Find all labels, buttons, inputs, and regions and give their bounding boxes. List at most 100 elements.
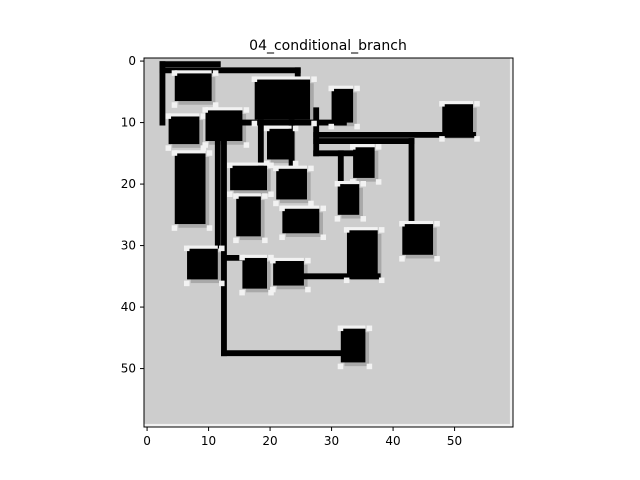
block-cell [442,104,474,135]
block-pin [434,220,440,227]
block-pin [320,205,327,212]
block-edge-highlight [442,101,474,105]
block-edge-highlight [276,165,307,169]
y-tick-label: 10 [121,116,136,130]
block-pin [227,191,233,197]
block-pin [439,101,445,107]
block-cell [273,260,304,286]
block-pin [279,205,285,212]
block-edge-highlight [174,70,212,74]
block-edge-highlight [236,193,261,197]
block-pin [270,286,276,293]
block-pin [354,85,360,92]
block-pin [375,144,382,150]
block-pin [399,220,405,227]
block-pin [308,200,314,207]
block-pin [360,181,367,187]
block-pin [279,234,285,241]
block-edge-highlight [205,107,243,111]
block-pin [200,113,207,119]
block-pin [268,191,274,197]
block-edge-highlight [187,245,218,249]
block-pin [366,363,373,370]
block-pin [334,216,341,222]
block-pin [165,113,172,119]
block-pin [375,179,382,185]
block-pin [434,256,440,262]
block-cell [353,147,375,178]
block-cell [236,196,261,237]
block-edge-highlight [282,205,320,209]
plot-frame [143,57,514,428]
block-edge-highlight [353,144,375,148]
block-cell [187,248,218,280]
block-pin [439,136,445,142]
heatmap-image [144,58,513,427]
block-pin [243,107,250,113]
block-pin [165,145,172,151]
x-tick-label: 50 [447,434,462,448]
block-pin [268,289,274,296]
block-pin [268,162,274,169]
block-pin [251,120,258,127]
block-pin [239,254,245,261]
block-pin [171,70,178,76]
block-pin [200,145,207,151]
block-pin [206,225,213,231]
block-cell [205,110,243,142]
block-pin [328,85,335,92]
block-cell [174,153,206,225]
block-cell [402,224,434,255]
x-tick-label: 0 [143,434,151,448]
block-pin [360,216,367,222]
block-pin [239,289,245,296]
block-pin [305,286,311,293]
block-edge-highlight [346,227,378,231]
x-tick-label: 10 [201,434,216,448]
block-edge-highlight [337,181,360,185]
heatmap-edge [509,58,513,427]
block-cell [337,184,360,215]
block-pin [343,277,350,284]
block-pin [337,363,344,370]
block-pin [311,120,317,127]
block-cell [254,79,311,120]
block-pin [320,234,327,241]
block-pin [292,125,299,132]
block-edge-highlight [402,220,434,225]
x-tick-label: 30 [324,434,339,448]
heatmap-edge [144,423,513,427]
block-pin [328,123,335,130]
block-pin [350,144,356,150]
block-edge-highlight [168,113,200,117]
block-cell [242,257,267,289]
block-pin [311,76,317,82]
block-edge-highlight [331,85,354,89]
block-cell [340,328,366,363]
y-tick-label: 0 [128,54,136,68]
block-pin [206,150,213,156]
y-tick-label: 30 [121,239,136,253]
block-pin [270,257,276,264]
x-axis: 0 10 20 30 40 50 [143,427,462,448]
block-pin [212,102,219,108]
y-tick-label: 50 [121,362,136,376]
block-pin [305,257,311,264]
block-pin [273,165,279,172]
block-pin [268,254,274,261]
chart-title: 04_conditional_branch [249,38,407,54]
block-pin [243,142,250,148]
block-pin [251,76,258,82]
block-edge-highlight [174,150,206,154]
block-pin [233,193,239,199]
block-pin [262,193,268,199]
block-pin [308,165,314,172]
block-edge-highlight [230,162,267,166]
block-pin [354,123,360,130]
block-pin [262,237,268,244]
block-cell [346,230,378,277]
block-cell [230,165,267,191]
block-pin [334,181,341,187]
x-tick-label: 40 [385,434,400,448]
